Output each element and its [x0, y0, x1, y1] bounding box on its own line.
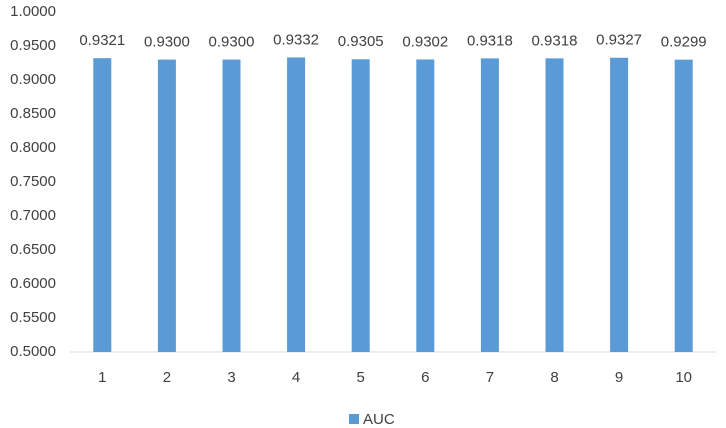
y-tick-label: 0.9000: [10, 71, 56, 88]
data-label: 0.9327: [596, 32, 642, 49]
x-tick-label: 7: [486, 369, 494, 386]
bar: [674, 59, 693, 352]
x-tick-label: 2: [163, 369, 171, 386]
y-tick-label: 0.7000: [10, 207, 56, 224]
y-tick-label: 0.6000: [10, 275, 56, 292]
x-tick-label: 8: [550, 369, 558, 386]
y-tick-label: 0.8000: [10, 139, 56, 156]
x-tick-label: 1: [98, 369, 106, 386]
x-tick-label: 3: [227, 369, 235, 386]
x-tick-label: 4: [292, 369, 300, 386]
legend-label: AUC: [363, 411, 395, 428]
data-label: 0.9300: [209, 34, 255, 51]
bar: [480, 58, 499, 352]
data-label: 0.9305: [338, 33, 384, 50]
bar: [351, 59, 370, 352]
data-label: 0.9318: [532, 32, 578, 49]
bar: [287, 57, 306, 352]
y-tick-label: 0.7500: [10, 173, 56, 190]
bar: [610, 57, 629, 352]
x-tick-label: 6: [421, 369, 429, 386]
y-tick-label: 0.8500: [10, 105, 56, 122]
y-tick-label: 0.5500: [10, 309, 56, 326]
bar: [157, 59, 176, 352]
bar: [222, 59, 241, 352]
data-label: 0.9318: [467, 32, 513, 49]
bar: [416, 59, 435, 353]
y-tick-label: 1.0000: [10, 3, 56, 20]
y-tick-label: 0.6500: [10, 241, 56, 258]
data-label: 0.9302: [402, 33, 448, 50]
data-label: 0.9299: [661, 34, 707, 51]
x-tick-label: 9: [615, 369, 623, 386]
x-tick-label: 5: [357, 369, 365, 386]
data-label: 0.9321: [79, 32, 125, 49]
bar: [545, 58, 564, 352]
y-tick-label: 0.5000: [10, 343, 56, 360]
y-tick-label: 0.9500: [10, 37, 56, 54]
x-tick-label: 10: [675, 369, 692, 386]
legend-swatch: [349, 414, 359, 424]
bar: [93, 58, 112, 353]
data-label: 0.9300: [144, 34, 190, 51]
data-label: 0.9332: [273, 31, 319, 48]
